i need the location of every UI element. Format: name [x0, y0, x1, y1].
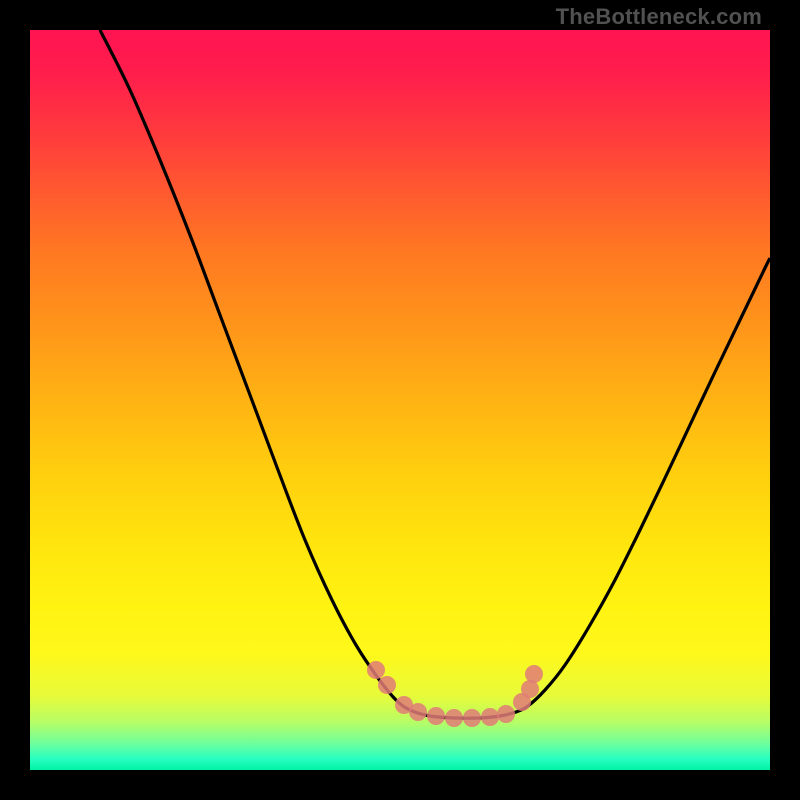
- data-point: [463, 709, 481, 727]
- chart-frame: TheBottleneck.com: [0, 0, 800, 800]
- data-point: [378, 676, 396, 694]
- data-point: [497, 705, 515, 723]
- bottleneck-chart: [0, 0, 800, 800]
- data-point: [427, 707, 445, 725]
- plot-background: [30, 30, 770, 770]
- data-point: [409, 703, 427, 721]
- data-point: [525, 665, 543, 683]
- data-point: [367, 661, 385, 679]
- data-point: [481, 708, 499, 726]
- data-point: [445, 709, 463, 727]
